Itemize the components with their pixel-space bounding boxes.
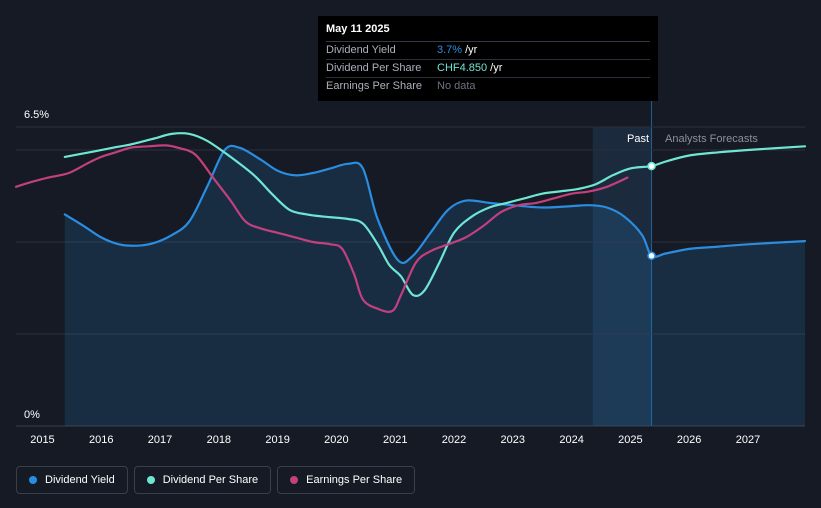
x-tick-label: 2023 bbox=[501, 434, 525, 446]
marker-dividend-per-share bbox=[647, 161, 656, 171]
tooltip-row-value: CHF4.850 bbox=[437, 62, 488, 74]
y-tick-label-bottom: 0% bbox=[24, 409, 40, 421]
tooltip-row-label: Dividend Yield bbox=[326, 44, 396, 56]
x-tick-label: 2015 bbox=[30, 434, 54, 446]
tooltip-row-earnings-per-share: Earnings Per Share No data bbox=[326, 78, 650, 95]
series-line-earnings-per-share bbox=[14, 144, 629, 313]
legend-item-earnings-per-share[interactable]: Earnings Per Share bbox=[277, 466, 416, 494]
legend-dot-icon bbox=[290, 476, 299, 484]
series-line-dividend-yield bbox=[63, 144, 807, 265]
legend-dot-icon bbox=[29, 476, 37, 484]
tooltip-row-label: Dividend Per Share bbox=[326, 62, 422, 74]
x-tick-label: 2021 bbox=[383, 434, 407, 446]
tooltip-row-dividend-yield: Dividend Yield 3.7% /yr bbox=[326, 42, 650, 60]
legend-item-dividend-yield[interactable]: Dividend Yield bbox=[16, 466, 128, 494]
x-tick-label: 2017 bbox=[148, 434, 172, 446]
tooltip-row-value: No data bbox=[437, 80, 476, 92]
x-tick-label: 2016 bbox=[89, 434, 113, 446]
marker-dividend-yield bbox=[647, 251, 656, 261]
series-area-dividend-yield bbox=[64, 145, 806, 426]
forecast-region-label: Analysts Forecasts bbox=[665, 133, 758, 145]
legend-label: Dividend Per Share bbox=[162, 474, 259, 486]
x-tick-label: 2025 bbox=[618, 434, 642, 446]
x-tick-label: 2018 bbox=[207, 434, 231, 446]
past-highlight-region bbox=[592, 127, 652, 426]
legend-label: Earnings Per Share bbox=[306, 474, 403, 486]
y-tick-label-top: 6.5% bbox=[24, 109, 49, 121]
tooltip-date: May 11 2025 bbox=[326, 23, 650, 42]
chart-tooltip: May 11 2025 Dividend Yield 3.7% /yr Divi… bbox=[318, 16, 658, 101]
x-tick-label: 2024 bbox=[559, 434, 583, 446]
tooltip-row-unit: /yr bbox=[465, 44, 478, 56]
x-tick-label: 2027 bbox=[736, 434, 760, 446]
x-tick-label: 2019 bbox=[265, 434, 289, 446]
legend-item-dividend-per-share[interactable]: Dividend Per Share bbox=[133, 466, 272, 494]
tooltip-row-value: 3.7% bbox=[437, 44, 463, 56]
legend-label: Dividend Yield bbox=[45, 474, 115, 486]
chart-legend: Dividend Yield Dividend Per Share Earnin… bbox=[16, 466, 416, 494]
legend-dot-icon bbox=[146, 476, 155, 484]
past-region-label: Past bbox=[627, 133, 649, 145]
tooltip-row-dividend-per-share: Dividend Per Share CHF4.850 /yr bbox=[326, 60, 650, 78]
x-tick-label: 2020 bbox=[324, 434, 348, 446]
tooltip-row-unit: /yr bbox=[490, 62, 503, 74]
tooltip-row-label: Earnings Per Share bbox=[326, 80, 422, 92]
x-tick-label: 2026 bbox=[677, 434, 701, 446]
series-line-dividend-per-share bbox=[63, 132, 807, 298]
x-tick-label: 2022 bbox=[442, 434, 466, 446]
